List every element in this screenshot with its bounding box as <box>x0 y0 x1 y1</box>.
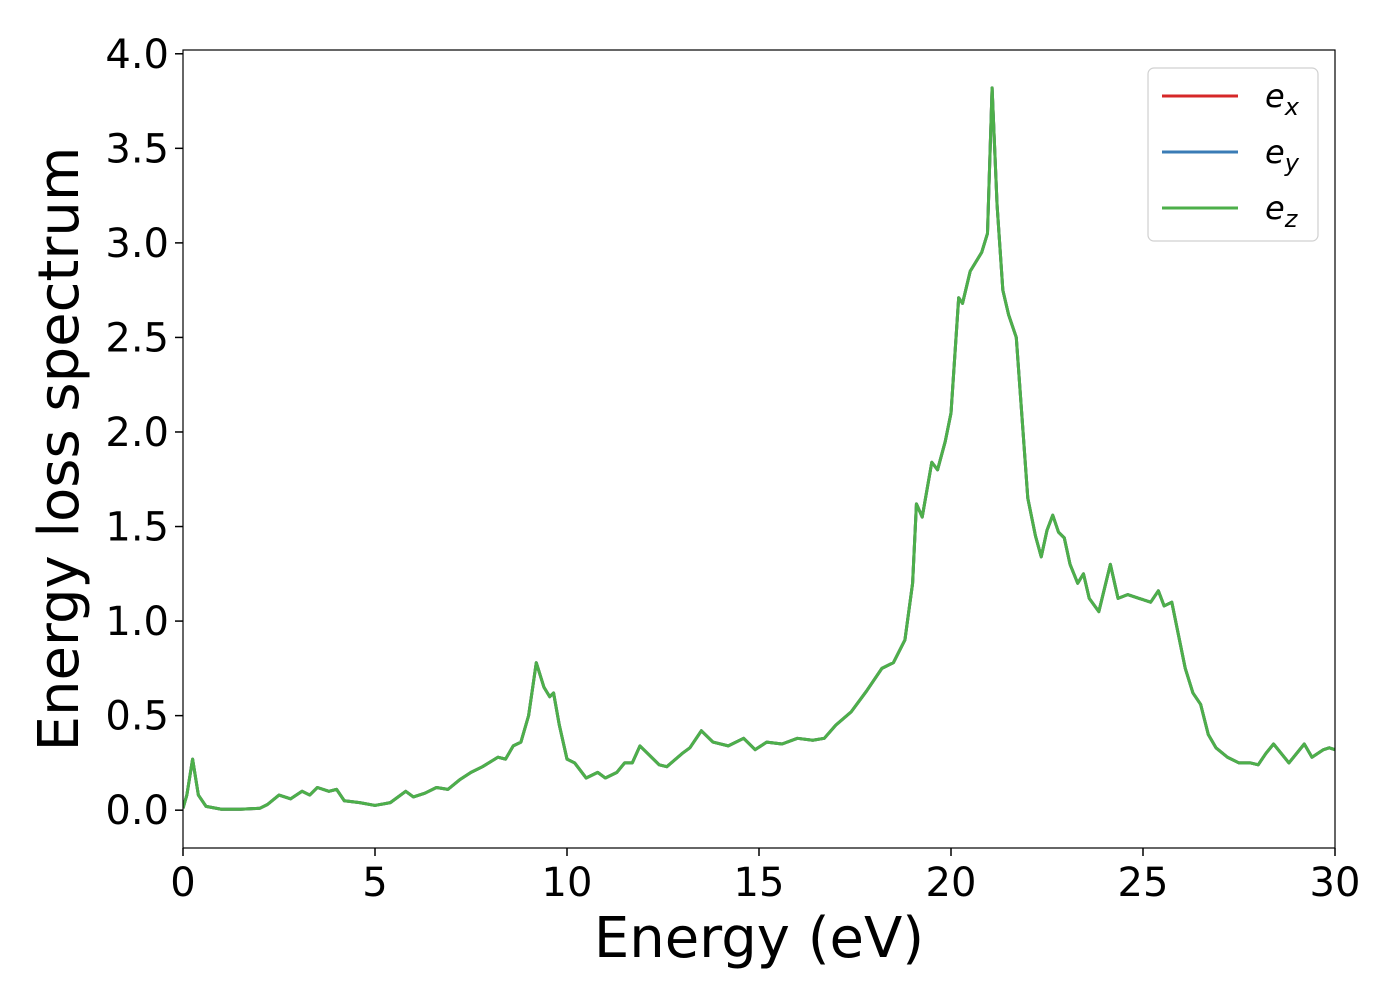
x-tick-label: 15 <box>734 860 785 906</box>
legend-box <box>1147 67 1319 242</box>
y-tick-label: 2.0 <box>105 410 169 456</box>
y-tick-label: 4.0 <box>105 32 169 78</box>
y-tick-label: 2.5 <box>105 315 169 361</box>
y-tick-label: 3.5 <box>105 126 169 172</box>
y-tick-label: 0.5 <box>105 694 169 740</box>
x-tick-label: 30 <box>1310 860 1361 906</box>
x-tick-label: 20 <box>926 860 977 906</box>
x-tick-label: 5 <box>362 860 387 906</box>
legend-label: ex <box>1265 77 1300 121</box>
x-tick-label: 10 <box>542 860 593 906</box>
series-line <box>183 86 1335 811</box>
y-tick-label: 0.0 <box>105 788 169 834</box>
legend-label: ey <box>1265 133 1300 177</box>
x-tick-label: 25 <box>1118 860 1169 906</box>
y-tick-label: 1.0 <box>105 599 169 645</box>
plot-frame <box>182 49 1336 849</box>
y-axis-label: Energy loss spectrum <box>27 147 92 752</box>
y-tick-label: 1.5 <box>105 505 169 551</box>
legend-label: ez <box>1265 189 1299 233</box>
y-tick-label: 3.0 <box>105 221 169 267</box>
x-axis-label: Energy (eV) <box>594 906 924 971</box>
x-tick-label: 0 <box>170 860 195 906</box>
